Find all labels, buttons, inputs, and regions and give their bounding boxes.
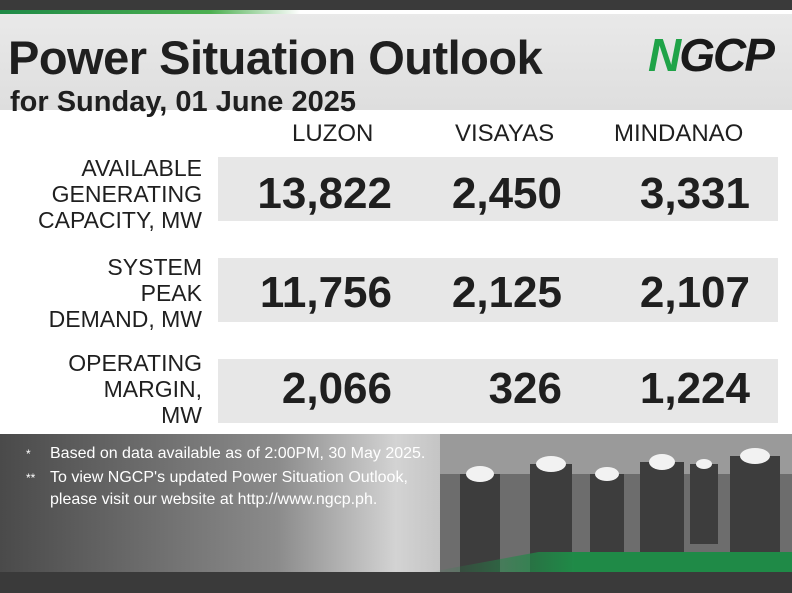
footnote-text: To view NGCP's updated Power Situation O… (50, 469, 408, 508)
value-mindanao-capacity: 3,331 (639, 169, 750, 218)
value-mindanao-margin: 1,224 (639, 364, 750, 413)
row-label-demand: SYSTEM PEAK DEMAND, MW (49, 254, 202, 332)
column-header-visayas: VISAYAS (455, 120, 555, 147)
workers-photo (440, 434, 792, 572)
label-line: MARGIN, (103, 376, 202, 402)
page-title: Power Situation Outlook (8, 31, 543, 84)
row-band-demand (218, 258, 778, 322)
value-mindanao-demand: 2,107 (639, 268, 750, 317)
label-line: OPERATING (68, 350, 202, 376)
footnote-mark: ** (26, 471, 36, 485)
page-subtitle: for Sunday, 01 June 2025 (10, 86, 356, 118)
label-line: AVAILABLE (81, 155, 202, 181)
top-accent-stripe (0, 10, 300, 14)
value-luzon-margin: 2,066 (281, 364, 392, 413)
value-visayas-demand: 2,125 (451, 268, 562, 317)
logo-gcp: GCP (679, 29, 775, 81)
footnote-text: Based on data available as of 2:00PM, 30… (50, 445, 426, 462)
value-luzon-demand: 11,756 (259, 268, 392, 317)
row-label-capacity: AVAILABLE GENERATING CAPACITY, MW (38, 155, 202, 233)
header: Power Situation Outlook for Sunday, 01 J… (0, 14, 792, 118)
label-line: SYSTEM (107, 254, 202, 280)
label-line: DEMAND, MW (48, 306, 202, 332)
label-line: MW (161, 402, 202, 428)
bottom-bar (0, 572, 792, 593)
row-band-capacity (218, 157, 778, 221)
value-luzon-capacity: 13,822 (257, 169, 392, 218)
top-bar (0, 0, 792, 10)
footnote: * Based on data available as of 2:00PM, … (26, 443, 426, 465)
row-label-margin: OPERATING MARGIN, MW (68, 350, 202, 428)
footnote-mark: * (26, 447, 31, 461)
column-header-mindanao: MINDANAO (614, 120, 744, 147)
label-line: GENERATING (51, 181, 202, 207)
ngcp-logo: NGCP (648, 28, 775, 82)
bottom-accent-stripe (430, 552, 792, 572)
footnote: ** To view NGCP's updated Power Situatio… (26, 467, 426, 511)
value-visayas-capacity: 2,450 (451, 169, 562, 218)
label-line: PEAK (140, 280, 202, 306)
value-visayas-margin: 326 (488, 364, 562, 413)
column-header-luzon: LUZON (292, 120, 374, 147)
row-band-margin (218, 359, 778, 423)
footnotes: * Based on data available as of 2:00PM, … (26, 443, 426, 513)
label-line: CAPACITY, MW (38, 207, 202, 233)
logo-n: N (648, 29, 681, 81)
